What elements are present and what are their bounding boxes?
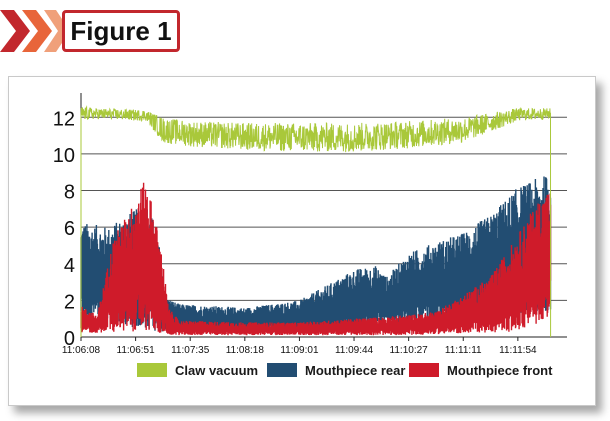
chevron-arrows-icon bbox=[0, 10, 70, 52]
chevron-shape bbox=[22, 10, 52, 52]
y-tick-label: 4 bbox=[64, 255, 75, 277]
x-tick-label: 11:06:08 bbox=[62, 345, 101, 356]
figure-label: Figure 1 bbox=[70, 15, 172, 46]
figure-header: Figure 1 bbox=[0, 0, 240, 58]
y-tick-label: 6 bbox=[64, 218, 75, 240]
y-tick-label: 12 bbox=[53, 108, 75, 130]
figure-label-box: Figure 1 bbox=[62, 10, 180, 52]
legend-label: Mouthpiece front bbox=[447, 363, 553, 378]
legend-swatch bbox=[409, 363, 439, 377]
y-tick-label: 2 bbox=[64, 291, 75, 313]
x-tick-label: 11:11:54 bbox=[499, 345, 537, 356]
x-tick-label: 11:11:11 bbox=[445, 345, 482, 356]
x-tick-label: 11:06:51 bbox=[117, 345, 156, 356]
x-tick-label: 11:09:44 bbox=[335, 345, 374, 356]
legend-swatch bbox=[137, 363, 167, 377]
chart-svg: 0 2 4 6 8 10 12 11:06:08 11:06:51 11:07:35 11:08:1… bbox=[53, 93, 567, 378]
chevron-shape bbox=[0, 10, 30, 52]
y-tick-label: 10 bbox=[53, 145, 75, 167]
x-tick-label: 11:10:27 bbox=[390, 345, 429, 356]
x-tick-label: 11:07:35 bbox=[171, 345, 210, 356]
legend-label: Claw vacuum bbox=[175, 363, 258, 378]
x-tick-label: 11:08:18 bbox=[226, 345, 265, 356]
y-tick-label: 0 bbox=[64, 328, 75, 350]
legend-swatch bbox=[267, 363, 297, 377]
legend-label: Mouthpiece rear bbox=[305, 363, 405, 378]
series-claw-vacuum bbox=[80, 105, 552, 338]
x-tick-label: 11:09:01 bbox=[280, 345, 319, 356]
chart-panel: 0 2 4 6 8 10 12 11:06:08 11:06:51 11:07:35 11:08:1… bbox=[8, 76, 596, 406]
y-tick-label: 8 bbox=[64, 182, 75, 204]
